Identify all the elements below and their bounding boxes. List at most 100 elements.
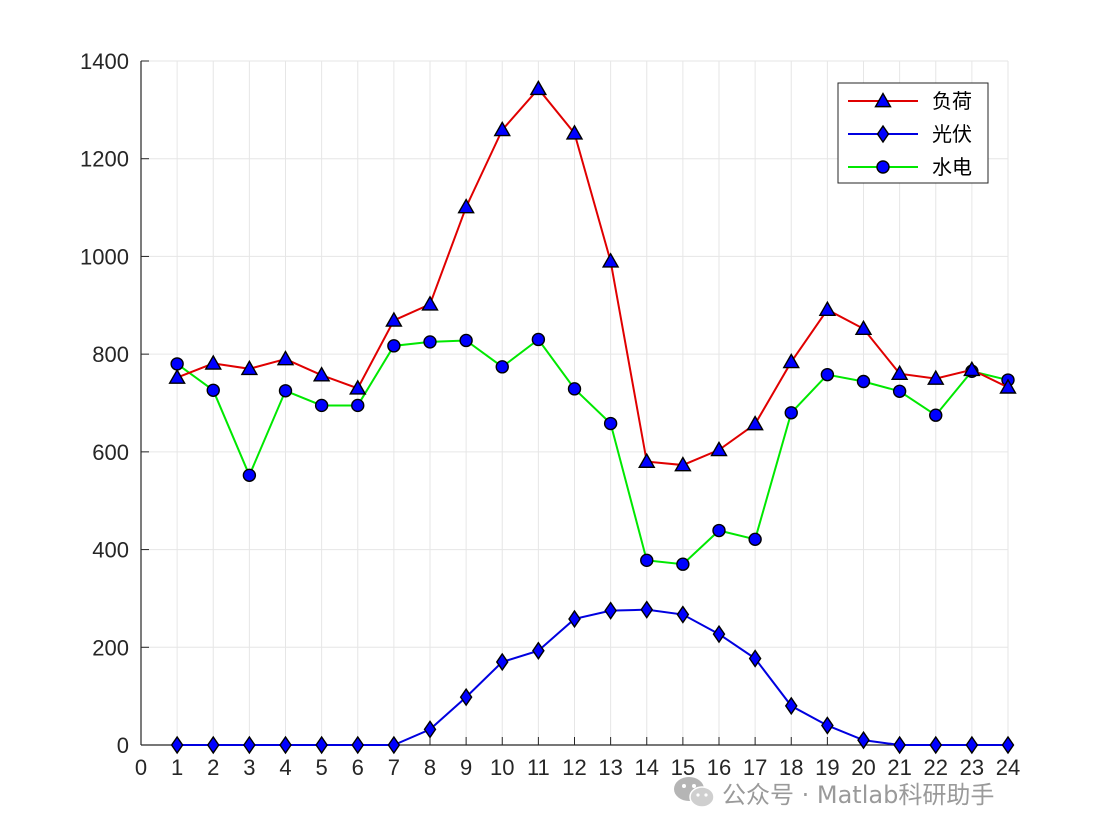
data-point xyxy=(568,609,581,629)
data-point xyxy=(240,359,259,376)
data-point xyxy=(963,360,981,377)
y-tick-label: 200 xyxy=(92,635,129,660)
data-point xyxy=(927,369,945,385)
series-2 xyxy=(170,600,1015,755)
watermark: 公众号 · Matlab科研助手 xyxy=(672,772,994,812)
x-tick-label: 23 xyxy=(960,755,984,780)
x-tick-label: 20 xyxy=(851,755,875,780)
x-tick-label: 21 xyxy=(887,755,911,780)
x-tick-label: 17 xyxy=(743,755,767,780)
data-point xyxy=(820,367,835,382)
data-point xyxy=(243,735,256,755)
data-point xyxy=(748,532,762,547)
series-line xyxy=(176,87,1009,467)
wechat-icon xyxy=(674,777,715,808)
data-point xyxy=(818,300,837,317)
x-tick-label: 24 xyxy=(996,755,1020,780)
data-point xyxy=(349,379,367,395)
data-point xyxy=(892,384,907,398)
y-tick-label: 400 xyxy=(92,538,129,563)
data-point xyxy=(857,730,870,750)
y-tick-label: 800 xyxy=(92,342,129,367)
data-point xyxy=(604,601,617,620)
legend-label: 光伏 xyxy=(932,122,972,146)
x-tick-label: 4 xyxy=(279,755,291,780)
data-point xyxy=(893,735,906,755)
x-tick-label: 12 xyxy=(562,755,586,780)
data-point xyxy=(710,440,728,457)
data-point xyxy=(529,79,548,96)
data-point xyxy=(204,354,222,370)
grid xyxy=(140,60,1009,746)
data-point xyxy=(746,415,764,431)
data-point xyxy=(676,605,690,624)
x-tick-label: 16 xyxy=(707,755,731,780)
data-point xyxy=(315,735,328,755)
data-point xyxy=(314,398,329,413)
data-point xyxy=(854,319,873,336)
legend-label: 负荷 xyxy=(932,89,972,113)
data-point xyxy=(532,641,545,660)
data-point xyxy=(929,408,943,422)
series xyxy=(168,79,1017,755)
x-tick-label: 3 xyxy=(243,755,255,780)
x-tick-label: 1 xyxy=(171,755,183,780)
x-tick-label: 9 xyxy=(460,755,472,780)
x-tick-label: 5 xyxy=(316,755,328,780)
series-1 xyxy=(168,79,1017,472)
x-tick-label: 10 xyxy=(490,755,514,780)
x-tick-label: 0 xyxy=(135,755,147,780)
data-point xyxy=(784,696,798,716)
data-point xyxy=(601,252,620,268)
x-tick-label: 22 xyxy=(924,755,948,780)
data-point xyxy=(821,716,834,735)
data-point xyxy=(385,311,403,327)
data-point xyxy=(351,735,365,755)
x-tick-label: 14 xyxy=(635,755,659,780)
x-tick-label: 8 xyxy=(424,755,436,780)
data-point xyxy=(168,368,186,384)
data-point xyxy=(965,735,979,755)
data-point xyxy=(421,295,439,311)
data-point xyxy=(876,160,890,174)
y-tick-label: 1200 xyxy=(80,147,129,172)
x-tick-label: 13 xyxy=(598,755,622,780)
x-tick-label: 15 xyxy=(671,755,695,780)
watermark-text: 公众号 · Matlab科研助手 xyxy=(722,780,995,809)
data-point xyxy=(276,350,295,366)
data-point xyxy=(206,735,220,755)
data-point xyxy=(676,557,690,571)
x-tick-label: 7 xyxy=(388,755,400,780)
data-point xyxy=(278,384,293,398)
data-point xyxy=(387,735,401,755)
data-point xyxy=(351,398,365,413)
data-point xyxy=(495,360,509,374)
data-point xyxy=(423,335,437,349)
data-point xyxy=(312,366,331,382)
y-tick-label: 600 xyxy=(92,440,129,465)
data-point xyxy=(748,649,762,668)
x-tick-label: 18 xyxy=(779,755,803,780)
x-tick-label: 11 xyxy=(527,755,550,780)
data-point xyxy=(603,416,618,431)
data-point xyxy=(242,468,257,483)
data-point xyxy=(206,383,220,397)
data-point xyxy=(1001,735,1015,755)
data-point xyxy=(565,124,584,140)
data-point xyxy=(929,735,943,755)
series-line xyxy=(177,608,1008,746)
y-tick-label: 0 xyxy=(117,733,129,758)
data-point xyxy=(531,332,546,347)
data-point xyxy=(170,357,184,371)
data-point xyxy=(279,735,292,755)
data-point xyxy=(999,378,1017,394)
data-point xyxy=(674,456,692,472)
data-point xyxy=(459,333,473,348)
data-point xyxy=(387,339,401,353)
data-point xyxy=(712,523,726,538)
x-tick-label: 6 xyxy=(352,755,364,780)
data-point xyxy=(856,374,871,389)
data-point xyxy=(493,120,511,137)
